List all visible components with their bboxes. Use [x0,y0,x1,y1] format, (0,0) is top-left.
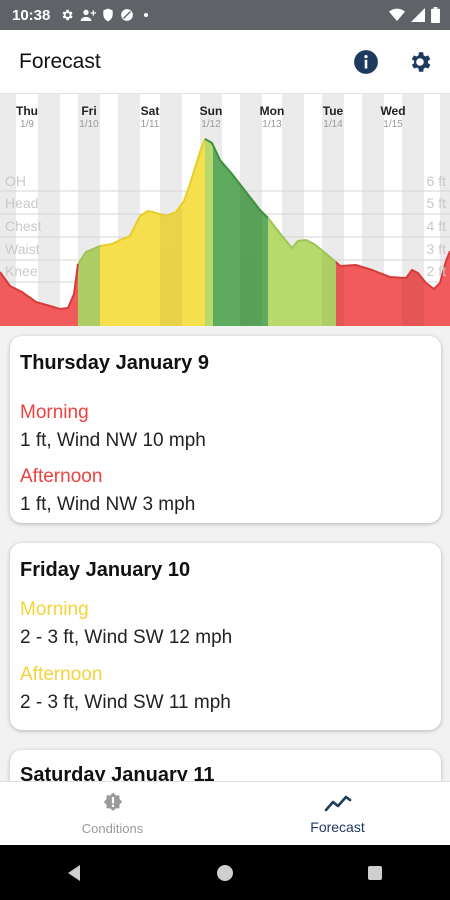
period-morning-detail: 1 ft, Wind NW 10 mph [20,430,206,451]
day-labels: Thu 1/9 Fri 1/10 Sat 1/11 Sun 1/12 Mon 1… [16,104,406,130]
system-navigation-bar [0,845,450,900]
period-afternoon-label: Afternoon [20,466,103,487]
day-label-sun: Sun [200,104,223,118]
forecast-list[interactable]: Thursday January 9 Morning 1 ft, Wind NW… [0,326,450,781]
nav-conditions-label: Conditions [81,821,144,836]
level-ft-label: 6 ft [427,173,447,189]
app-bar: Forecast [0,30,450,94]
status-bar: 10:38 [0,0,450,30]
period-afternoon-detail: 1 ft, Wind NW 3 mph [20,494,196,515]
back-icon[interactable] [65,863,85,883]
wave-outline-green [204,138,269,219]
nav-forecast-label: Forecast [310,818,365,835]
period-morning-label: Morning [20,599,89,620]
level-label: Waist [5,241,40,257]
dot-icon [144,13,149,17]
nav-forecast[interactable]: Forecast [225,782,450,845]
surf-chart-svg: OH Head Chest Waist Knee 6 ft 5 ft 4 ft … [0,94,450,326]
date-label-sat: 1/11 [141,119,160,130]
day-label-sat: Sat [141,104,160,118]
card-day-title: Saturday January 11 [20,764,215,781]
home-icon[interactable] [215,863,235,883]
recents-icon[interactable] [365,863,385,883]
settings-button[interactable] [406,48,434,76]
level-ft-label: 2 ft [427,263,447,279]
level-ft-label: 4 ft [427,218,447,234]
add-person-icon [81,9,97,21]
signal-icon [411,8,425,22]
surf-forecast-chart[interactable]: OH Head Chest Waist Knee 6 ft 5 ft 4 ft … [0,94,450,326]
day-label-fri: Fri [81,104,96,118]
card-day-title: Friday January 10 [20,559,191,581]
status-time: 10:38 [12,6,51,24]
bottom-navigation: Conditions Forecast [0,781,450,845]
wave-outline [0,263,79,311]
level-label: Knee [5,263,38,279]
date-label-mon: 1/13 [262,119,282,130]
wave-outline-fair [77,245,101,265]
forecast-card-saturday[interactable]: Saturday January 11 [10,750,441,781]
no-signal-icon [121,9,134,21]
forecast-card-friday[interactable]: Friday January 10 Morning 2 - 3 ft, Wind… [10,543,441,730]
nav-conditions[interactable]: Conditions [0,782,225,845]
period-morning-detail: 2 - 3 ft, Wind SW 12 mph [20,627,233,648]
date-label-wed: 1/15 [383,119,403,130]
page-title: Forecast [19,49,101,73]
wifi-icon [389,8,405,21]
info-button[interactable] [352,48,380,76]
battery-icon [431,7,440,23]
date-label-fri: 1/10 [79,119,99,130]
info-icon [354,49,378,74]
wave-outline-red [335,250,450,291]
period-morning-label: Morning [20,402,89,423]
date-label-sun: 1/12 [201,119,221,130]
card-day-title: Thursday January 9 [20,352,209,374]
level-label: Head [5,195,38,211]
wave-outline-light [267,217,337,263]
day-label-mon: Mon [260,104,285,118]
period-afternoon-detail: 2 - 3 ft, Wind SW 11 mph [20,692,231,713]
day-label-tue: Tue [323,104,344,118]
level-labels: OH Head Chest Waist Knee 6 ft 5 ft 4 ft … [5,173,446,279]
day-label-wed: Wed [380,104,405,118]
shield-icon [103,8,114,22]
level-label: OH [5,173,26,189]
wave-outline-yellow [99,138,206,247]
settings-icon [411,51,431,72]
day-label-thu: Thu [16,104,38,118]
date-label-tue: 1/14 [323,119,343,130]
forecast-card-thursday[interactable]: Thursday January 9 Morning 1 ft, Wind NW… [10,336,441,523]
date-label-thu: 1/9 [20,119,34,130]
level-ft-label: 5 ft [427,195,447,211]
level-label: Chest [5,218,42,234]
trend-line-icon [324,795,351,811]
settings-icon [62,9,73,21]
alert-badge-icon [103,792,122,812]
period-afternoon-label: Afternoon [20,664,103,685]
level-ft-label: 3 ft [427,241,447,257]
